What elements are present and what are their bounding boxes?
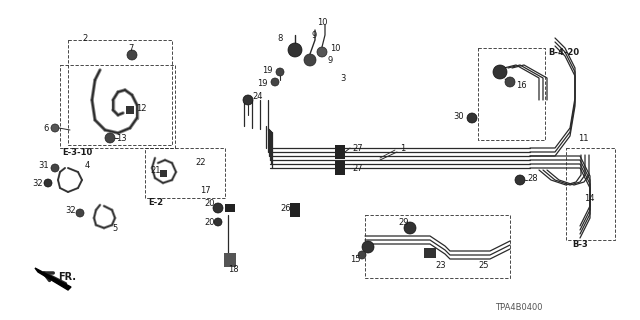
- Text: 15: 15: [350, 255, 360, 265]
- Text: 24: 24: [252, 92, 262, 100]
- Text: 29: 29: [398, 218, 408, 227]
- Bar: [290, 203, 300, 217]
- Circle shape: [127, 50, 137, 60]
- Text: 26: 26: [280, 204, 291, 212]
- Text: 11: 11: [578, 133, 589, 142]
- Circle shape: [362, 241, 374, 253]
- Text: FR.: FR.: [58, 272, 76, 282]
- Text: TPA4B0400: TPA4B0400: [495, 303, 543, 313]
- Text: 3: 3: [340, 74, 346, 83]
- Text: 32: 32: [32, 179, 43, 188]
- Text: 4: 4: [85, 161, 90, 170]
- Circle shape: [304, 54, 316, 66]
- Bar: [159, 170, 166, 177]
- Circle shape: [271, 78, 279, 86]
- Circle shape: [51, 164, 59, 172]
- Text: E-2: E-2: [148, 197, 163, 206]
- Circle shape: [51, 124, 59, 132]
- Text: 32: 32: [65, 205, 76, 214]
- Text: 19: 19: [257, 78, 268, 87]
- Bar: [225, 204, 235, 212]
- Text: E-3-10: E-3-10: [62, 148, 92, 156]
- Text: 17: 17: [200, 186, 211, 195]
- Circle shape: [358, 251, 366, 259]
- Circle shape: [213, 203, 223, 213]
- Text: 10: 10: [317, 18, 328, 27]
- Circle shape: [214, 218, 222, 226]
- Text: 2: 2: [82, 34, 87, 43]
- Text: 21: 21: [150, 165, 161, 174]
- Circle shape: [317, 47, 327, 57]
- Bar: [126, 106, 134, 114]
- Text: 27: 27: [352, 143, 363, 153]
- Text: 25: 25: [478, 260, 488, 269]
- Text: B-3: B-3: [572, 239, 588, 249]
- Text: 9: 9: [328, 55, 333, 65]
- Text: 9: 9: [312, 30, 317, 39]
- Circle shape: [493, 65, 507, 79]
- Text: 10: 10: [330, 44, 340, 52]
- Text: 7: 7: [128, 44, 133, 52]
- Circle shape: [76, 209, 84, 217]
- Polygon shape: [35, 268, 71, 290]
- Text: 1: 1: [400, 143, 405, 153]
- Text: 14: 14: [584, 194, 595, 203]
- Circle shape: [515, 175, 525, 185]
- Text: 6: 6: [43, 124, 49, 132]
- Text: 20: 20: [204, 198, 214, 207]
- Text: 13: 13: [116, 133, 127, 142]
- Text: 28: 28: [527, 173, 538, 182]
- Bar: [335, 145, 345, 159]
- Text: 5: 5: [112, 223, 117, 233]
- Text: 31: 31: [38, 161, 49, 170]
- Text: 16: 16: [516, 81, 527, 90]
- Circle shape: [467, 113, 477, 123]
- Circle shape: [404, 222, 416, 234]
- Text: 18: 18: [228, 266, 239, 275]
- Text: 22: 22: [195, 157, 205, 166]
- Text: 8: 8: [277, 34, 282, 43]
- Bar: [424, 248, 436, 258]
- Text: 27: 27: [352, 164, 363, 172]
- Bar: [224, 253, 236, 267]
- Circle shape: [44, 179, 52, 187]
- Text: 23: 23: [435, 260, 445, 269]
- Text: B-4-20: B-4-20: [548, 47, 579, 57]
- Text: 20: 20: [204, 218, 214, 227]
- Bar: [335, 161, 345, 175]
- Circle shape: [276, 68, 284, 76]
- Text: 12: 12: [136, 103, 147, 113]
- Circle shape: [505, 77, 515, 87]
- Text: 30: 30: [453, 111, 463, 121]
- Circle shape: [288, 43, 302, 57]
- Circle shape: [243, 95, 253, 105]
- Text: 19: 19: [262, 66, 273, 75]
- Circle shape: [105, 133, 115, 143]
